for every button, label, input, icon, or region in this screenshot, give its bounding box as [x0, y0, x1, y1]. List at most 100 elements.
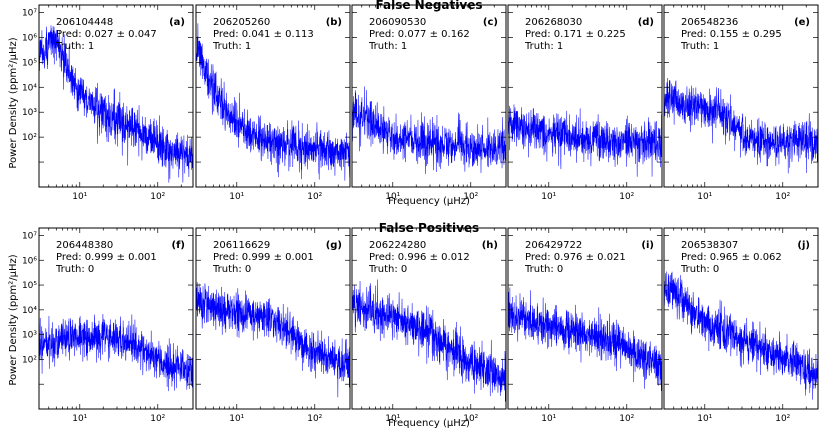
panel-letter: (j) — [797, 240, 810, 251]
x-tick-label: 10¹ — [541, 192, 556, 202]
prediction-label: Pred: 0.999 ± 0.001 — [56, 252, 157, 263]
y-tick-label: 10⁵ — [22, 58, 37, 68]
y-tick-label: 10⁴ — [22, 306, 37, 316]
x-tick-label: 10¹ — [385, 192, 400, 202]
panel-letter: (c) — [483, 17, 498, 28]
y-tick-label: 10³ — [22, 331, 37, 341]
x-tick-label: 10² — [307, 414, 322, 424]
spectrum-line — [508, 287, 662, 392]
truth-label: Truth: 0 — [55, 264, 94, 275]
x-tick-label: 10² — [619, 414, 634, 424]
y-tick-label: 10⁷ — [22, 231, 37, 241]
panel-letter: (f) — [172, 240, 186, 251]
x-tick-label: 10¹ — [385, 414, 400, 424]
panel-letter: (h) — [482, 240, 498, 251]
x-tick-label: 10¹ — [229, 414, 244, 424]
star-id-label: 206090530 — [369, 17, 426, 28]
panel-letter: (e) — [794, 17, 810, 28]
y-tick-label: 10⁶ — [22, 33, 37, 43]
star-id-label: 206205260 — [213, 17, 270, 28]
x-axis-label-top: Frequency (µHz) — [388, 196, 470, 207]
truth-label: Truth: 0 — [212, 264, 251, 275]
truth-label: Truth: 1 — [368, 41, 407, 52]
prediction-label: Pred: 0.996 ± 0.012 — [369, 252, 470, 263]
panel-letter: (b) — [326, 17, 342, 28]
star-id-label: 206429722 — [525, 240, 582, 251]
truth-label: Truth: 0 — [524, 264, 563, 275]
row-title-false-negatives: False Negatives — [376, 0, 483, 12]
x-tick-label: 10² — [150, 414, 165, 424]
x-tick-label: 10¹ — [72, 192, 87, 202]
y-axis-label-top: Power Density (ppm²/µHz) — [8, 37, 19, 168]
x-tick-label: 10² — [463, 192, 478, 202]
y-tick-label: 10⁵ — [22, 281, 37, 291]
y-tick-label: 10³ — [22, 108, 37, 118]
prediction-label: Pred: 0.155 ± 0.295 — [681, 29, 782, 40]
star-id-label: 206448380 — [56, 240, 113, 251]
spectrum-line — [664, 271, 818, 400]
spectrum-line — [196, 23, 350, 181]
plot-frame — [351, 227, 507, 410]
x-tick-label: 10² — [307, 192, 322, 202]
x-tick-label: 10² — [775, 192, 790, 202]
y-tick-label: 10⁴ — [22, 83, 37, 93]
x-tick-label: 10¹ — [541, 414, 556, 424]
spectrum-line — [664, 77, 818, 174]
truth-label: Truth: 1 — [524, 41, 563, 52]
truth-label: Truth: 0 — [368, 264, 407, 275]
plot-frame — [351, 4, 507, 188]
star-id-label: 206548236 — [681, 17, 738, 28]
prediction-label: Pred: 0.041 ± 0.113 — [213, 29, 314, 40]
spectrum-line — [39, 313, 193, 392]
panel-letter: (i) — [641, 240, 654, 251]
prediction-label: Pred: 0.171 ± 0.225 — [525, 29, 626, 40]
truth-label: Truth: 1 — [55, 41, 94, 52]
truth-label: Truth: 1 — [212, 41, 251, 52]
x-tick-label: 10¹ — [72, 414, 87, 424]
prediction-label: Pred: 0.999 ± 0.001 — [213, 252, 314, 263]
plot-frame — [195, 227, 351, 410]
truth-label: Truth: 0 — [680, 264, 719, 275]
star-id-label: 206104448 — [56, 17, 113, 28]
plot-frame — [38, 227, 194, 410]
plot-frame — [38, 4, 194, 188]
x-tick-label: 10¹ — [229, 192, 244, 202]
spectrum-line — [352, 279, 506, 402]
prediction-label: Pred: 0.077 ± 0.162 — [369, 29, 470, 40]
truth-label: Truth: 1 — [680, 41, 719, 52]
x-tick-label: 10¹ — [697, 414, 712, 424]
plot-frame — [507, 227, 663, 410]
panel-letter: (a) — [169, 17, 185, 28]
x-tick-label: 10¹ — [697, 192, 712, 202]
x-axis-label-bottom: Frequency (µHz) — [388, 418, 470, 429]
spectrum-line — [39, 25, 193, 183]
star-id-label: 206268030 — [525, 17, 582, 28]
spectrum-line — [508, 104, 662, 177]
plot-frame — [663, 4, 819, 188]
y-axis-label-bottom: Power Density (ppm²/µHz) — [8, 254, 19, 385]
plot-frame — [195, 4, 351, 188]
plot-frame — [663, 227, 819, 410]
panel-letter: (g) — [326, 240, 342, 251]
prediction-label: Pred: 0.965 ± 0.062 — [681, 252, 782, 263]
y-tick-label: 10² — [22, 355, 37, 365]
x-tick-label: 10² — [775, 414, 790, 424]
prediction-label: Pred: 0.976 ± 0.021 — [525, 252, 626, 263]
x-tick-label: 10² — [619, 192, 634, 202]
star-id-label: 206224280 — [369, 240, 426, 251]
spectrum-line — [352, 86, 506, 174]
star-id-label: 206116629 — [213, 240, 270, 251]
x-tick-label: 10² — [150, 192, 165, 202]
prediction-label: Pred: 0.027 ± 0.047 — [56, 29, 157, 40]
